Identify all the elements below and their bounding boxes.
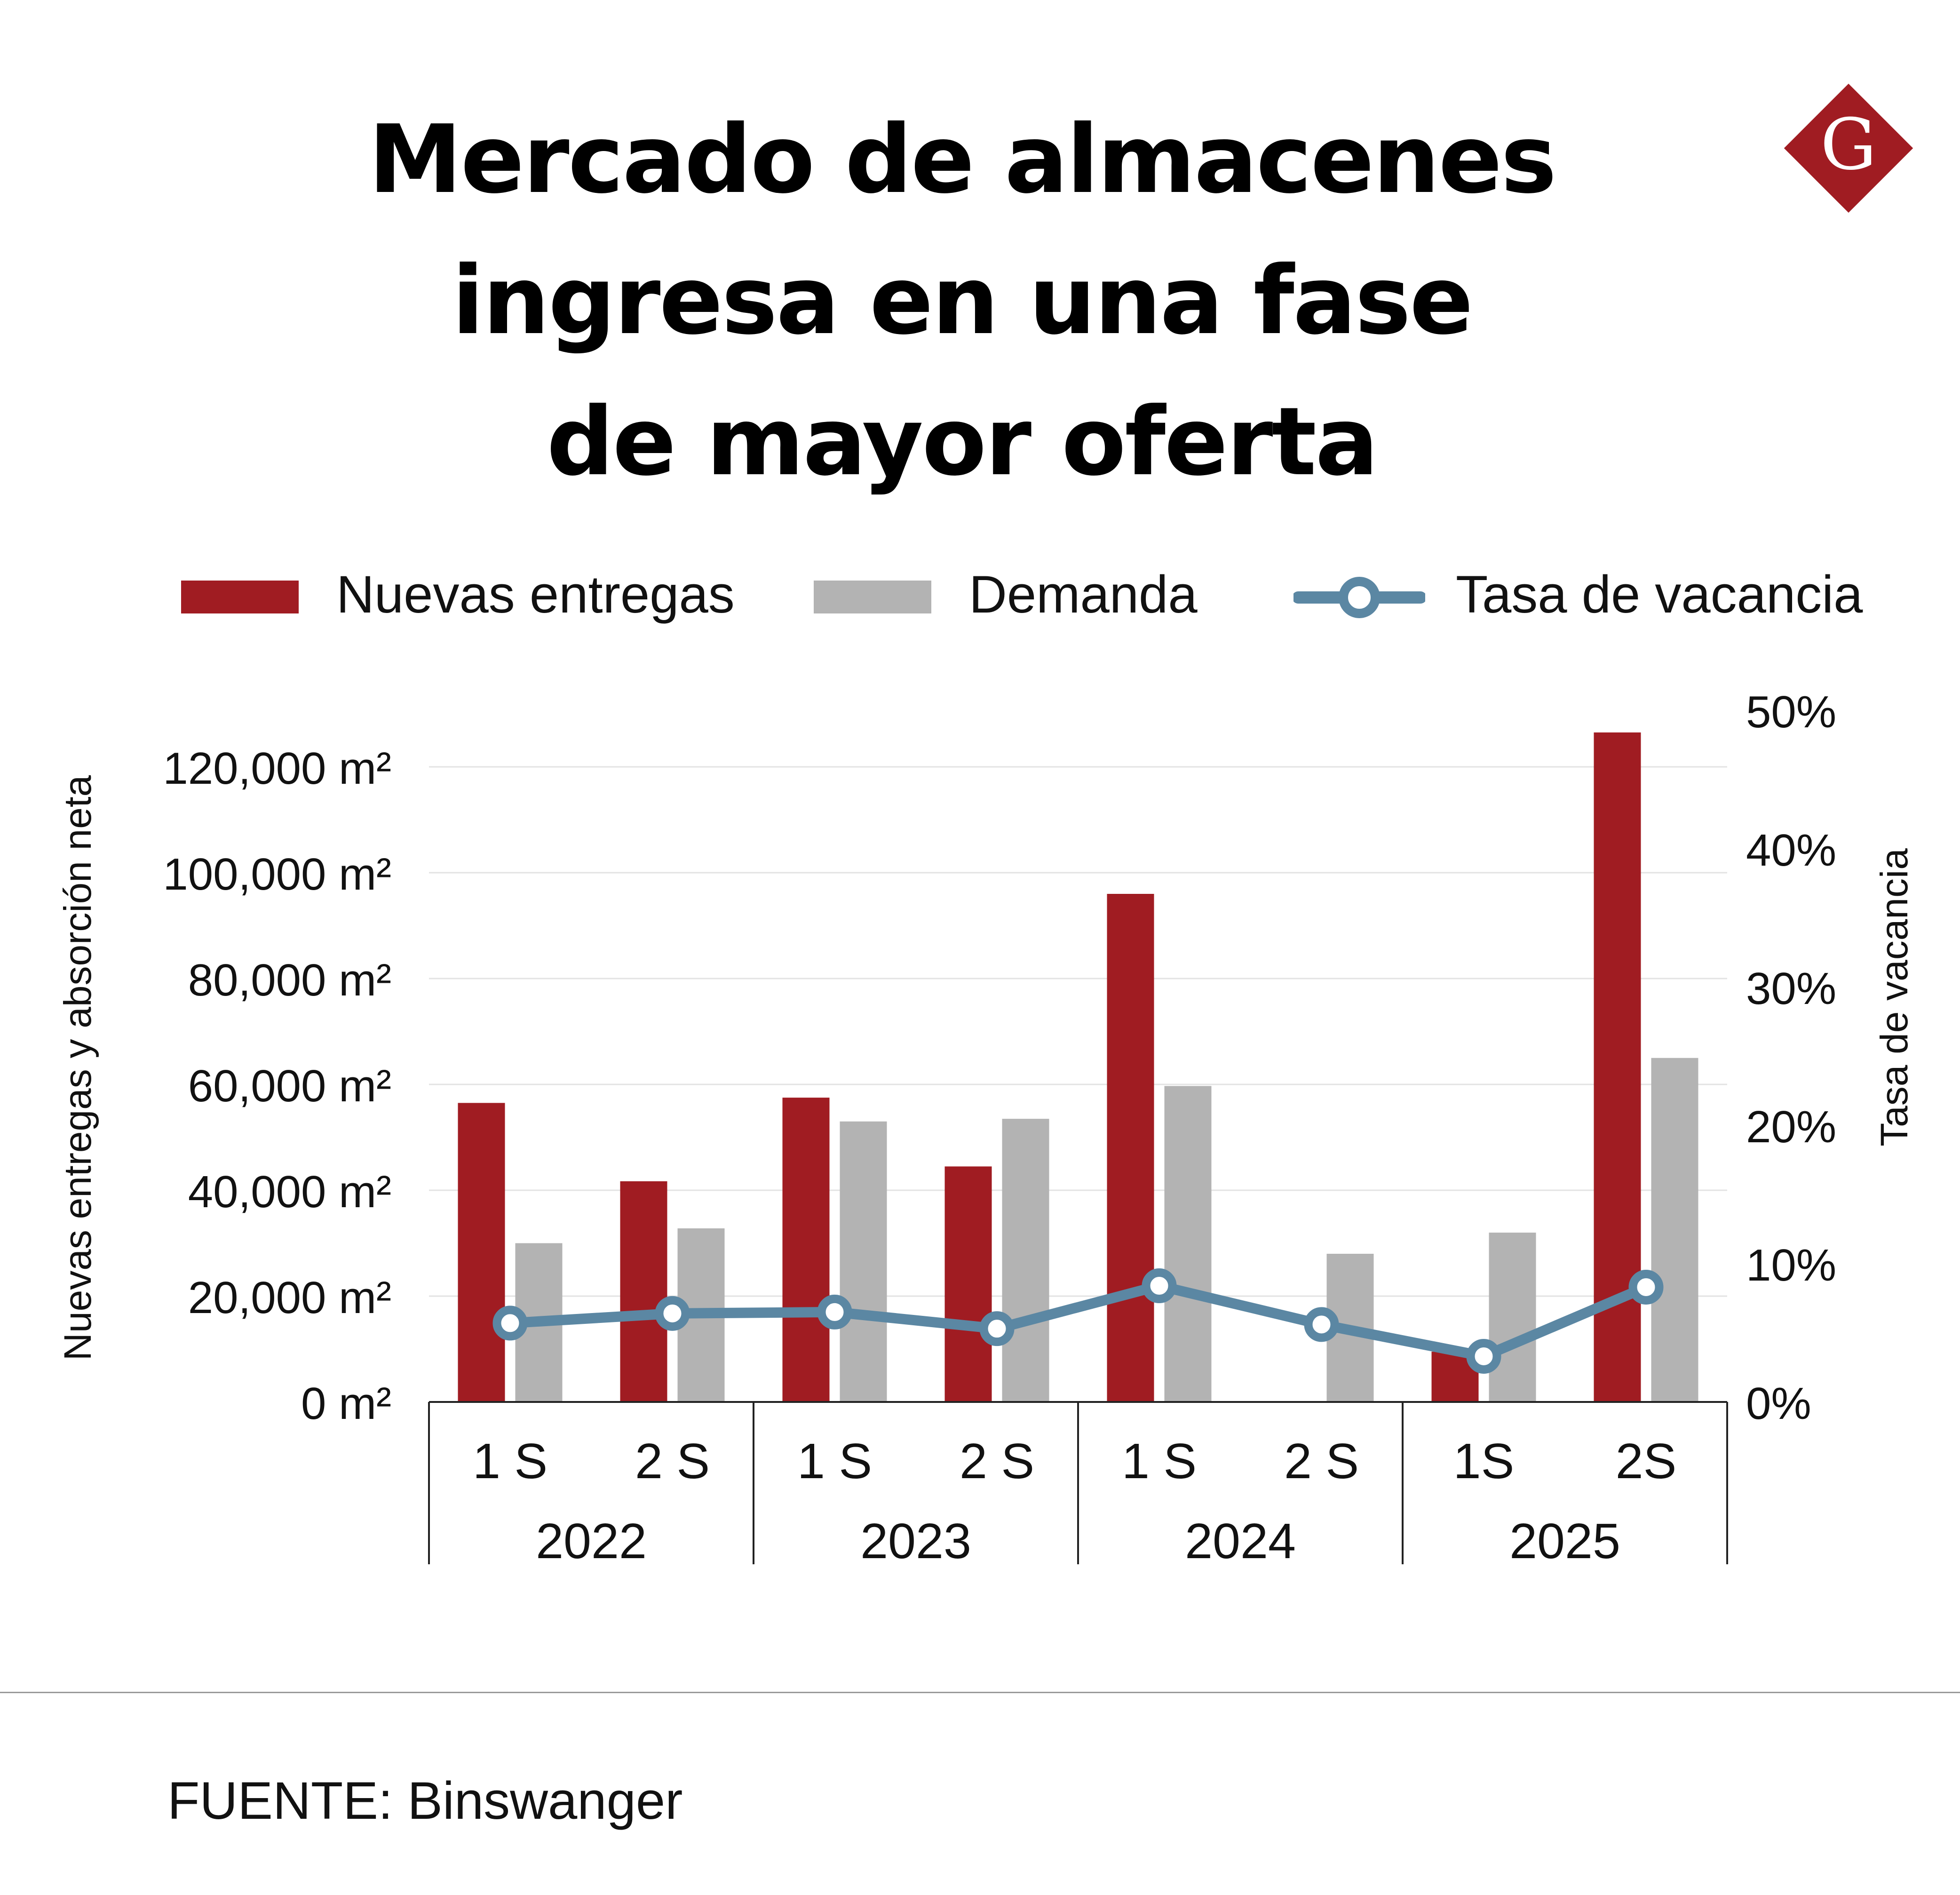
right-tick-label: 40% [1746,825,1836,876]
logo-letter: G [1820,104,1877,186]
bar-nuevas-entregas [782,1098,830,1402]
legend-label-tasa-de-vacancia: Tasa de vacancia [1456,565,1863,624]
category-label: 1S [1453,1433,1515,1489]
vacancy-line [492,1268,1664,1374]
vacancy-point [1142,1268,1177,1304]
left-tick-label: 100,000 m² [163,849,391,900]
bar-nuevas-entregas [458,1103,505,1402]
left-tick-label: 60,000 m² [188,1061,391,1111]
left-axis-ticks: 0 m² 20,000 m² 40,000 m² 60,000 m² 80,000 m²… [163,743,391,1429]
category-label: 2 S [1284,1433,1359,1489]
right-tick-label: 30% [1746,963,1836,1014]
logo-diamond [1784,83,1913,213]
vacancy-point [1466,1338,1501,1374]
category-label: 2 S [960,1433,1034,1489]
right-tick-label: 0% [1746,1378,1811,1429]
title-line-1: Mercado de almacenes [368,105,1557,215]
legend-item-demanda: Demanda [814,555,1237,630]
title-line-2: ingresa en una fase [452,246,1474,356]
year-group-label: 2024 [1185,1513,1296,1569]
source-note: FUENTE: Binswanger [167,1771,683,1830]
chart-legend: Nuevas entregas Demanda Tasa de vacancia [0,555,1960,630]
year-group-label: 2025 [1509,1513,1620,1569]
legend-label-demanda: Demanda [969,565,1198,624]
bar-demanda [1164,1086,1212,1402]
category-label: 2 S [635,1433,710,1489]
footer-divider [0,1692,1960,1693]
left-tick-label: 40,000 m² [188,1167,391,1217]
bar-demanda [840,1121,887,1402]
left-axis-title: Nuevas entregas y absorción neta [56,775,99,1361]
title-line-3: de mayor oferta [547,387,1379,497]
legend-item-tasa-de-vacancia: Tasa de vacancia [1293,555,1928,630]
bars [458,732,1698,1402]
right-tick-label: 20% [1746,1102,1836,1152]
year-group-label: 2023 [860,1513,971,1569]
year-group-label: 2022 [536,1513,647,1569]
bar-nuevas-entregas [1107,894,1154,1402]
bar-nuevas-entregas [620,1181,667,1402]
vacancy-point [1628,1269,1664,1305]
vacancy-point [655,1296,690,1331]
right-axis-ticks: 0% 10% 20% 30% 40% 50% [1746,687,1836,1429]
category-label: 1 S [797,1433,872,1489]
right-tick-label: 10% [1746,1240,1836,1290]
vacancy-point [492,1306,528,1341]
left-tick-label: 80,000 m² [188,955,391,1005]
category-label: 1 S [1122,1433,1197,1489]
vacancy-line-path [505,1281,1651,1362]
legend-swatch-nuevas-entregas [181,581,299,613]
bar-demanda [1489,1233,1536,1402]
vacancy-point [1304,1307,1339,1342]
bar-line-chart: 0 m² 20,000 m² 40,000 m² 60,000 m² 80,000 m²… [56,687,1916,1569]
right-axis-title: Tasa de vacancia [1873,848,1916,1147]
vacancy-point [817,1294,852,1330]
bar-demanda [1651,1058,1698,1402]
category-label: 1 S [473,1433,548,1489]
right-tick-label: 50% [1746,687,1836,737]
legend-label-nuevas-entregas: Nuevas entregas [336,565,735,624]
vacancy-point [979,1311,1015,1346]
bar-demanda [1002,1119,1049,1402]
page-title: Mercado de almacenes ingresa en una fase… [198,89,1726,513]
category-labels: 1 S 2 S 1 S 2 S 1 S 2 S 1S 2S 2022 2023 2024 2025 [473,1433,1676,1569]
left-tick-label: 0 m² [301,1378,391,1429]
bar-nuevas-entregas [944,1166,992,1402]
legend-swatch-demanda [814,581,931,613]
gestion-logo-icon: G [1784,83,1913,213]
axes [428,1401,1728,1564]
legend-line-marker-icon [1293,577,1425,618]
left-tick-label: 120,000 m² [163,743,391,794]
legend-item-nuevas-entregas: Nuevas entregas [181,555,793,630]
left-tick-label: 20,000 m² [188,1273,391,1323]
category-label: 2S [1616,1433,1677,1489]
